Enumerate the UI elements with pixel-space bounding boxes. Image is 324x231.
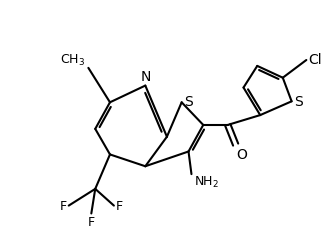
Text: F: F <box>60 199 67 212</box>
Text: S: S <box>185 95 193 109</box>
Text: CH$_3$: CH$_3$ <box>60 53 86 68</box>
Text: N: N <box>140 69 151 83</box>
Text: F: F <box>88 216 95 228</box>
Text: Cl: Cl <box>308 53 322 67</box>
Text: F: F <box>116 199 123 212</box>
Text: O: O <box>237 147 248 161</box>
Text: S: S <box>295 95 303 109</box>
Text: NH$_2$: NH$_2$ <box>194 174 219 189</box>
